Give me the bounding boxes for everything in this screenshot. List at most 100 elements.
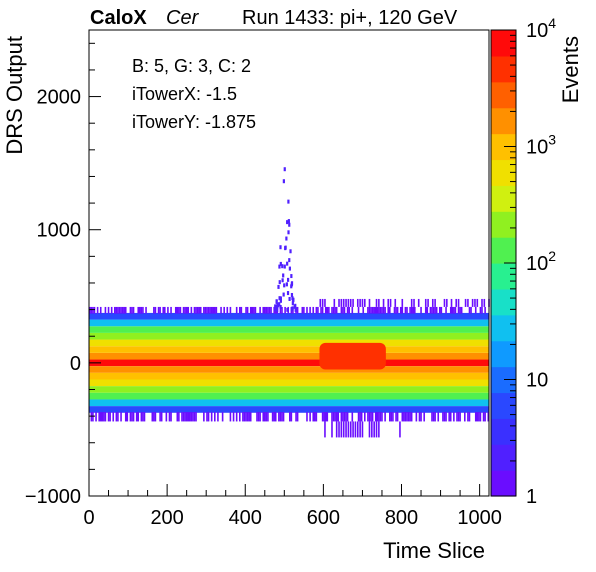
heatmap-cell [193,306,196,314]
heatmap-cell [338,421,340,438]
heatmap-cell [346,412,349,422]
heatmap-cell [414,306,416,314]
heatmap-cell [410,298,413,307]
heatmap-cell [359,412,361,422]
heatmap-cell [289,412,291,422]
heatmap-cell [131,412,133,422]
heatmap-cell [301,306,304,314]
x-tick-label: 600 [307,507,340,529]
heatmap-cell [324,298,326,307]
info-line-1: B: 5, G: 3, C: 2 [132,56,251,76]
heatmap-cell [176,306,179,314]
heatmap-cell [195,306,197,314]
color-scale-bin [491,470,516,497]
heatmap-cell [440,306,443,314]
heatmap-cell [282,273,285,278]
heatmap-cell [457,306,460,314]
heatmap-cell [284,306,286,314]
heatmap-cell [281,264,284,269]
heatmap-cell [254,306,257,314]
heatmap-cell [320,306,322,314]
heatmap-cell [396,306,399,314]
heatmap-cell [404,306,407,314]
heatmap-cell [356,421,359,438]
heatmap-cell [340,412,343,422]
heatmap-cells [89,167,490,438]
heatmap-cell [262,412,265,422]
heatmap-cell [296,412,299,422]
color-scale-bin [491,444,516,471]
heatmap-cell [176,412,179,422]
heatmap-cell [295,412,297,422]
y-tick-label: 1000 [37,220,82,242]
heatmap-cell [277,284,280,289]
run-info: Run 1433: pi+, 120 GeV [242,7,458,29]
heatmap-cell [154,412,157,422]
heatmap-cell [321,306,324,314]
heatmap-cell [92,306,94,314]
heatmap-cell [220,306,222,314]
heatmap-band [89,406,489,413]
heatmap-cell [253,306,255,314]
heatmap-cell [409,412,411,422]
heatmap-cell [371,412,374,422]
heatmap-cell [378,306,380,314]
heatmap-cell [120,306,122,314]
heatmap-cell [384,306,386,314]
heatmap-cell [331,421,333,438]
heatmap-cell [112,412,115,422]
z-tick-label: 10 [526,370,548,392]
heatmap-cell [282,292,285,297]
heatmap-band [89,352,489,360]
heatmap-cell [160,412,163,422]
heatmap-cell [338,298,340,307]
heatmap-cell [137,412,140,422]
heatmap-cell [278,296,281,301]
heatmap-cell [324,412,327,422]
heatmap-cell [279,296,282,301]
heatmap-cell [182,306,185,314]
heatmap-cell [346,306,349,314]
heatmap-cell [340,421,343,438]
heatmap-cell [249,306,252,314]
heatmap-cell [340,298,343,307]
heatmap-cell [276,302,279,307]
heatmap-cell [479,412,482,422]
heatmap-cell [267,306,269,314]
heatmap-cell [273,412,275,422]
x-tick-label: 400 [229,507,262,529]
heatmap-cell [454,306,457,314]
heatmap-cell [351,306,354,314]
heatmap-cell [449,412,452,422]
heatmap-cell [439,306,441,314]
heatmap-cell [129,306,132,314]
heatmap-cell [294,303,297,308]
heatmap-cell [347,298,350,307]
heatmap-cell [431,306,433,314]
heatmap-cell [107,306,110,314]
heatmap-cell [232,412,235,422]
heatmap-cell [290,292,294,297]
heatmap-cell [401,306,404,314]
heatmap-cell [481,298,483,307]
heatmap-cell [464,298,467,307]
heatmap-cell [99,306,102,314]
heatmap-cell [410,306,413,314]
heatmap-cell [453,306,455,314]
heatmap-cell [221,412,224,422]
heatmap-cell [154,306,157,314]
heatmap-cell [286,277,290,282]
heatmap-cell [487,412,490,422]
heatmap-cell [145,306,147,314]
heatmap-cell [306,412,308,422]
heatmap-cell [306,306,308,314]
heatmap-cell [279,412,282,422]
heatmap-cell [361,421,364,438]
heatmap-cell [267,412,269,422]
heatmap-cell [450,298,453,307]
heatmap-cell [375,298,378,307]
heatmap-cell [251,306,254,314]
heatmap-cell [167,306,169,314]
heatmap-cell [334,412,336,422]
